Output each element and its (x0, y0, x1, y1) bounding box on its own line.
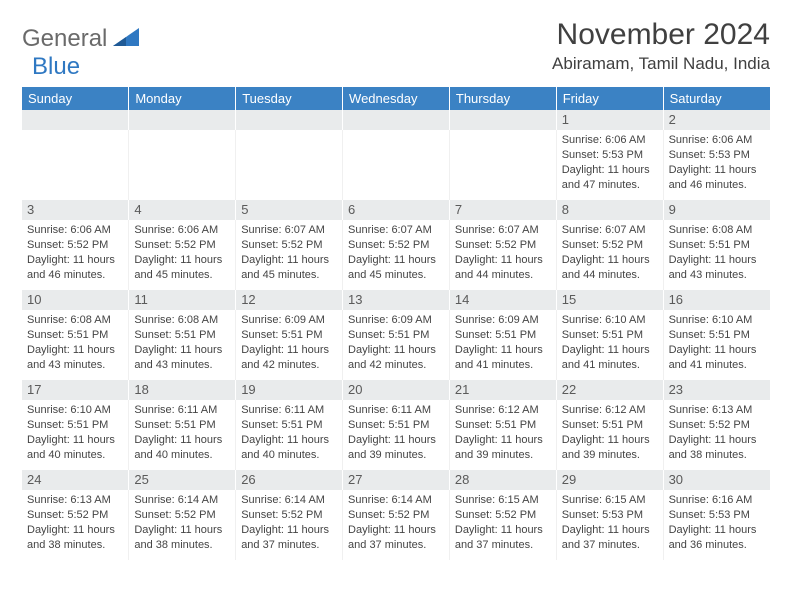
day-detail-cell: Sunrise: 6:13 AMSunset: 5:52 PMDaylight:… (22, 490, 129, 560)
day-of-week-header: Monday (129, 87, 236, 110)
day-detail-cell: Sunrise: 6:07 AMSunset: 5:52 PMDaylight:… (556, 220, 663, 290)
day-number-cell: 27 (343, 470, 450, 490)
day-number-cell: 17 (22, 380, 129, 400)
day-of-week-header: Wednesday (343, 87, 450, 110)
day-number-cell: 11 (129, 290, 236, 310)
day-number-cell: 24 (22, 470, 129, 490)
day-detail-cell: Sunrise: 6:11 AMSunset: 5:51 PMDaylight:… (129, 400, 236, 470)
day-detail-cell: Sunrise: 6:06 AMSunset: 5:52 PMDaylight:… (22, 220, 129, 290)
calendar-table: SundayMondayTuesdayWednesdayThursdayFrid… (22, 87, 770, 560)
day-number-cell (22, 110, 129, 130)
day-number-cell: 15 (556, 290, 663, 310)
logo-text-general: General (22, 25, 107, 52)
day-content-row: Sunrise: 6:08 AMSunset: 5:51 PMDaylight:… (22, 310, 770, 380)
day-number-cell: 6 (343, 200, 450, 220)
day-detail-cell: Sunrise: 6:08 AMSunset: 5:51 PMDaylight:… (22, 310, 129, 380)
day-content-row: Sunrise: 6:06 AMSunset: 5:52 PMDaylight:… (22, 220, 770, 290)
day-detail-cell: Sunrise: 6:06 AMSunset: 5:52 PMDaylight:… (129, 220, 236, 290)
day-content-row: Sunrise: 6:13 AMSunset: 5:52 PMDaylight:… (22, 490, 770, 560)
day-number-cell: 18 (129, 380, 236, 400)
day-detail-cell: Sunrise: 6:10 AMSunset: 5:51 PMDaylight:… (22, 400, 129, 470)
day-detail-cell: Sunrise: 6:15 AMSunset: 5:53 PMDaylight:… (556, 490, 663, 560)
day-number-cell: 20 (343, 380, 450, 400)
day-detail-cell: Sunrise: 6:16 AMSunset: 5:53 PMDaylight:… (663, 490, 770, 560)
day-of-week-header: Tuesday (236, 87, 343, 110)
day-number-cell: 12 (236, 290, 343, 310)
day-of-week-header: Friday (556, 87, 663, 110)
day-number-cell (343, 110, 450, 130)
calendar-body: 12 Sunrise: 6:06 AMSunset: 5:53 PMDaylig… (22, 110, 770, 560)
day-detail-cell: Sunrise: 6:12 AMSunset: 5:51 PMDaylight:… (449, 400, 556, 470)
logo-triangle-icon (113, 28, 139, 46)
day-number-cell: 13 (343, 290, 450, 310)
day-detail-cell: Sunrise: 6:07 AMSunset: 5:52 PMDaylight:… (343, 220, 450, 290)
day-number-cell: 22 (556, 380, 663, 400)
days-of-week-row: SundayMondayTuesdayWednesdayThursdayFrid… (22, 87, 770, 110)
day-of-week-header: Sunday (22, 87, 129, 110)
day-number-row: 12 (22, 110, 770, 130)
day-number-cell: 16 (663, 290, 770, 310)
day-number-cell: 25 (129, 470, 236, 490)
day-number-cell (449, 110, 556, 130)
day-detail-cell: Sunrise: 6:09 AMSunset: 5:51 PMDaylight:… (343, 310, 450, 380)
day-detail-cell: Sunrise: 6:09 AMSunset: 5:51 PMDaylight:… (236, 310, 343, 380)
day-number-cell: 28 (449, 470, 556, 490)
day-number-row: 17181920212223 (22, 380, 770, 400)
day-detail-cell (449, 130, 556, 200)
day-number-cell: 30 (663, 470, 770, 490)
day-detail-cell: Sunrise: 6:11 AMSunset: 5:51 PMDaylight:… (236, 400, 343, 470)
day-number-cell: 4 (129, 200, 236, 220)
day-detail-cell (22, 130, 129, 200)
day-of-week-header: Thursday (449, 87, 556, 110)
day-detail-cell: Sunrise: 6:13 AMSunset: 5:52 PMDaylight:… (663, 400, 770, 470)
day-content-row: Sunrise: 6:06 AMSunset: 5:53 PMDaylight:… (22, 130, 770, 200)
day-number-cell: 1 (556, 110, 663, 130)
day-detail-cell: Sunrise: 6:11 AMSunset: 5:51 PMDaylight:… (343, 400, 450, 470)
day-content-row: Sunrise: 6:10 AMSunset: 5:51 PMDaylight:… (22, 400, 770, 470)
title-block: November 2024 Abiramam, Tamil Nadu, Indi… (552, 18, 770, 74)
month-title: November 2024 (552, 18, 770, 52)
day-number-cell: 23 (663, 380, 770, 400)
day-number-row: 10111213141516 (22, 290, 770, 310)
day-number-cell: 5 (236, 200, 343, 220)
day-number-cell (236, 110, 343, 130)
day-detail-cell: Sunrise: 6:07 AMSunset: 5:52 PMDaylight:… (449, 220, 556, 290)
day-number-cell: 9 (663, 200, 770, 220)
day-number-cell (129, 110, 236, 130)
day-detail-cell: Sunrise: 6:12 AMSunset: 5:51 PMDaylight:… (556, 400, 663, 470)
day-number-row: 3456789 (22, 200, 770, 220)
logo-text-blue: Blue (32, 53, 80, 80)
day-detail-cell: Sunrise: 6:14 AMSunset: 5:52 PMDaylight:… (236, 490, 343, 560)
day-detail-cell: Sunrise: 6:07 AMSunset: 5:52 PMDaylight:… (236, 220, 343, 290)
logo: General Blue (22, 18, 139, 81)
day-detail-cell: Sunrise: 6:08 AMSunset: 5:51 PMDaylight:… (663, 220, 770, 290)
day-detail-cell: Sunrise: 6:09 AMSunset: 5:51 PMDaylight:… (449, 310, 556, 380)
day-detail-cell (343, 130, 450, 200)
day-number-cell: 26 (236, 470, 343, 490)
day-detail-cell: Sunrise: 6:14 AMSunset: 5:52 PMDaylight:… (343, 490, 450, 560)
day-number-cell: 19 (236, 380, 343, 400)
header-row: General Blue November 2024 Abiramam, Tam… (22, 18, 770, 81)
day-number-cell: 29 (556, 470, 663, 490)
day-number-cell: 10 (22, 290, 129, 310)
day-detail-cell: Sunrise: 6:14 AMSunset: 5:52 PMDaylight:… (129, 490, 236, 560)
day-detail-cell: Sunrise: 6:08 AMSunset: 5:51 PMDaylight:… (129, 310, 236, 380)
day-detail-cell (236, 130, 343, 200)
day-number-cell: 3 (22, 200, 129, 220)
day-detail-cell (129, 130, 236, 200)
day-detail-cell: Sunrise: 6:15 AMSunset: 5:52 PMDaylight:… (449, 490, 556, 560)
day-number-cell: 14 (449, 290, 556, 310)
day-number-cell: 21 (449, 380, 556, 400)
location-text: Abiramam, Tamil Nadu, India (552, 54, 770, 74)
day-detail-cell: Sunrise: 6:10 AMSunset: 5:51 PMDaylight:… (556, 310, 663, 380)
day-detail-cell: Sunrise: 6:06 AMSunset: 5:53 PMDaylight:… (556, 130, 663, 200)
day-detail-cell: Sunrise: 6:06 AMSunset: 5:53 PMDaylight:… (663, 130, 770, 200)
day-number-cell: 2 (663, 110, 770, 130)
day-of-week-header: Saturday (663, 87, 770, 110)
day-number-cell: 7 (449, 200, 556, 220)
day-detail-cell: Sunrise: 6:10 AMSunset: 5:51 PMDaylight:… (663, 310, 770, 380)
day-number-cell: 8 (556, 200, 663, 220)
day-number-row: 24252627282930 (22, 470, 770, 490)
